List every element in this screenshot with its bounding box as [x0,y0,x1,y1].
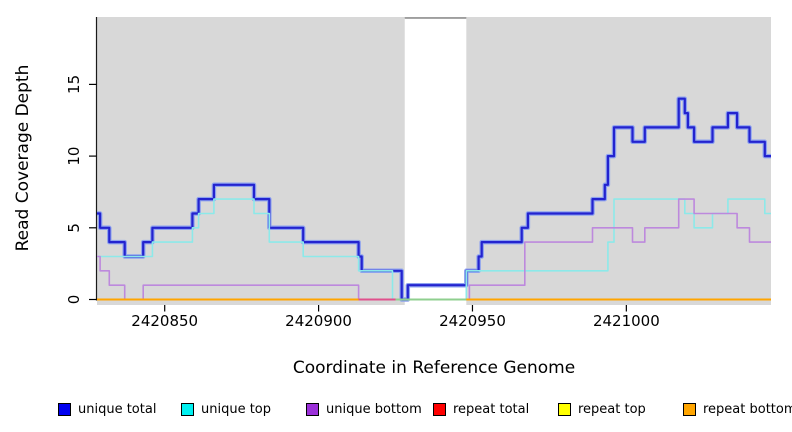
legend-item-repeat-top: repeat top [558,398,646,420]
x-tick-label: 2421000 [593,312,660,330]
legend-label-repeat-top: repeat top [578,401,646,417]
legend-label-unique-bottom: unique bottom [326,401,422,417]
series-unique-bottom [97,198,771,301]
legend-swatch-repeat-bottom [683,402,696,416]
legend-item-unique-bottom: unique bottom [306,398,422,420]
legend-swatch-repeat-top [558,402,571,416]
legend-label-unique-top: unique top [201,401,272,417]
x-tick-label: 2420950 [439,312,506,330]
y-tick-label: 0 [65,295,83,305]
chart-legend: unique total unique top unique bottom repea… [0,398,792,424]
legend-label-unique-total: unique total [78,401,157,417]
y-tick-label: 15 [65,75,83,94]
legend-item-repeat-bottom: repeat bottom [683,398,792,420]
x-axis-title: Coordinate in Reference Genome [293,358,575,378]
x-tick-label: 2420850 [131,312,198,330]
series-unique-top [97,198,771,301]
y-tick-label: 10 [65,147,83,166]
highlight-band [404,18,467,305]
legend-swatch-unique-top [181,402,194,416]
plot-area: 0 5 10 15 2420850 2420900 2420950 2421000 [65,17,771,330]
legend-swatch-repeat-total [433,402,446,416]
legend-label-repeat-bottom: repeat bottom [703,401,792,417]
legend-item-repeat-total: repeat total [433,398,529,420]
legend-item-unique-top: unique top [181,398,271,420]
y-tick-label: 5 [65,223,83,233]
legend-swatch-unique-bottom [306,402,319,416]
y-axis-title: Read Coverage Depth [13,65,33,252]
series-unique-total [97,97,771,301]
legend-label-repeat-total: repeat total [453,401,530,417]
legend-swatch-unique-total [58,402,71,416]
legend-item-unique-total: unique total [58,398,156,420]
x-tick-label: 2420900 [285,312,352,330]
